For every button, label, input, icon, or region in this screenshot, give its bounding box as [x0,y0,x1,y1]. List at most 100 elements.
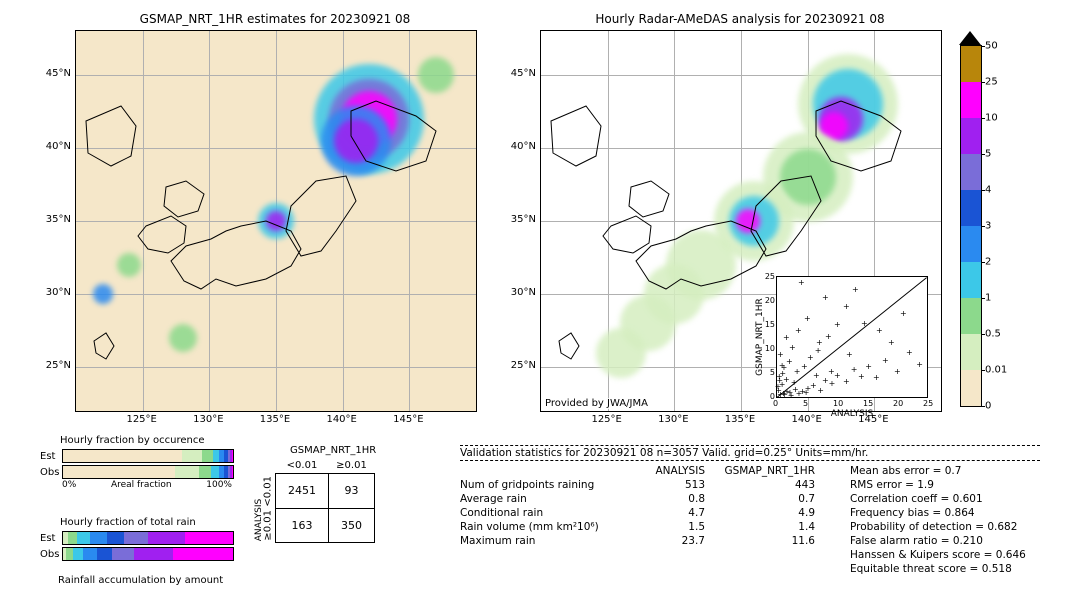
xtick-label: 145°E [853,414,893,425]
ytick-label: 25°N [506,360,536,371]
scatter-point: + [834,373,841,379]
colorbar: 502510543210.50.010 [960,45,982,407]
colorbar-tick-label: 0.01 [985,365,1007,376]
bar-segment [173,548,233,560]
contingency-title: GSMAP_NRT_1HR [290,445,376,456]
score-row: False alarm ratio = 0.210 [850,534,1026,548]
bar-segment [175,466,199,478]
bar-segment [202,450,212,462]
cont-cell: 163 [276,508,329,543]
cont-cell: 2451 [276,474,329,509]
bar-row-label: Obs [40,549,62,560]
bar-segment [68,532,77,544]
bar-segment [73,548,83,560]
precip-blob [780,149,836,205]
stat-row: Rain volume (mm km²10⁶)1.51.4 [460,520,820,534]
score-row: Equitable threat score = 0.518 [850,562,1026,576]
scatter-point: + [791,380,798,386]
precip-blob [93,284,113,304]
score-row: RMS error = 1.9 [850,478,1026,492]
precip-blob [169,324,197,352]
scatter-point: + [786,359,793,365]
bar-segment [66,548,73,560]
ytick-label: 30°N [41,287,71,298]
scatter-point: + [865,364,872,370]
scatter-point: + [784,389,791,395]
right-map-title: Hourly Radar-AMeDAS analysis for 2023092… [540,12,940,26]
validation-stats: Validation statistics for 20230921 08 n=… [460,445,1040,576]
xtick-label: 130°E [653,414,693,425]
colorbar-tick-label: 0.5 [985,329,1001,340]
bar-segment [213,450,220,462]
scatter-point: + [779,363,786,369]
colorbar-tick-label: 50 [985,41,998,52]
score-row: Probability of detection = 0.682 [850,520,1026,534]
colorbar-segment [961,370,981,406]
totalrain-bars: EstObs [40,530,250,562]
xtick-label: 135°E [720,414,760,425]
scatter-point: + [795,328,802,334]
scatter-point: + [783,335,790,341]
scatter-point: + [843,379,850,385]
ytick-label: 30°N [506,287,536,298]
scatter-point: + [803,390,810,396]
colorbar-segment [961,190,981,226]
scatter-point: + [825,334,832,340]
scatter-point: + [829,381,836,387]
bar-segment [232,450,233,462]
score-row: Frequency bias = 0.864 [850,506,1026,520]
scatter-point: + [796,391,803,397]
scatter-point: + [775,384,782,390]
bar-row [62,449,234,463]
scatter-point: + [873,375,880,381]
scatter-point: + [882,358,889,364]
scatter-point: + [852,287,859,293]
colorbar-segment [961,82,981,118]
scatter-point: + [789,345,796,351]
cont-cell: 350 [329,508,375,543]
xtick-label: 125°E [122,414,162,425]
ytick-label: 25°N [41,360,71,371]
colorbar-segment [961,298,981,334]
left-map-panel [75,30,477,412]
xtick-label: 135°E [255,414,295,425]
colorbar-arrow-top [959,31,981,45]
scatter-point: + [846,352,853,358]
inset-scatter: ++++++++++++++++++++++++++++++++++++++++… [776,276,928,398]
scatter-point: + [779,371,786,377]
bar-segment [134,548,173,560]
colorbar-segment [961,262,981,298]
scatter-point: + [834,322,841,328]
colorbar-segment [961,154,981,190]
bar-row-label: Obs [40,467,62,478]
scatter-point: + [876,328,883,334]
precip-blob [418,57,454,93]
xtick-label: 145°E [388,414,428,425]
bar-segment [211,466,220,478]
stat-row: Maximum rain23.711.6 [460,534,820,548]
cont-col-header: ≥0.01 [329,458,375,474]
colorbar-tick-label: 0 [985,401,991,412]
colorbar-segment [961,118,981,154]
scatter-point: + [900,311,907,317]
colorbar-tick-label: 10 [985,113,998,124]
stats-header: Validation statistics for 20230921 08 n=… [460,445,1040,461]
stat-row: Average rain0.80.7 [460,492,820,506]
colorbar-tick-label: 4 [985,185,991,196]
precip-blob [596,328,646,378]
scatter-point: + [804,316,811,322]
contingency-row-label: ANALYSIS [254,499,264,541]
precip-blob [266,211,286,231]
scatter-point: + [851,367,858,373]
scatter-point: + [794,369,801,375]
bar-segment [83,548,97,560]
contingency-table: <0.01≥0.01<0.01245193≥0.01163350 [260,458,375,543]
cont-col-header: <0.01 [276,458,329,474]
right-map-panel: Provided by JWA/JMA+++++++++++++++++++++… [540,30,942,412]
score-row: Mean abs error = 0.7 [850,464,1026,478]
bar-segment [148,532,185,544]
stat-row: Num of gridpoints raining513443 [460,478,820,492]
precip-blob [117,253,141,277]
colorbar-tick-label: 1 [985,293,991,304]
totalrain-title: Hourly fraction of total rain [60,517,196,528]
